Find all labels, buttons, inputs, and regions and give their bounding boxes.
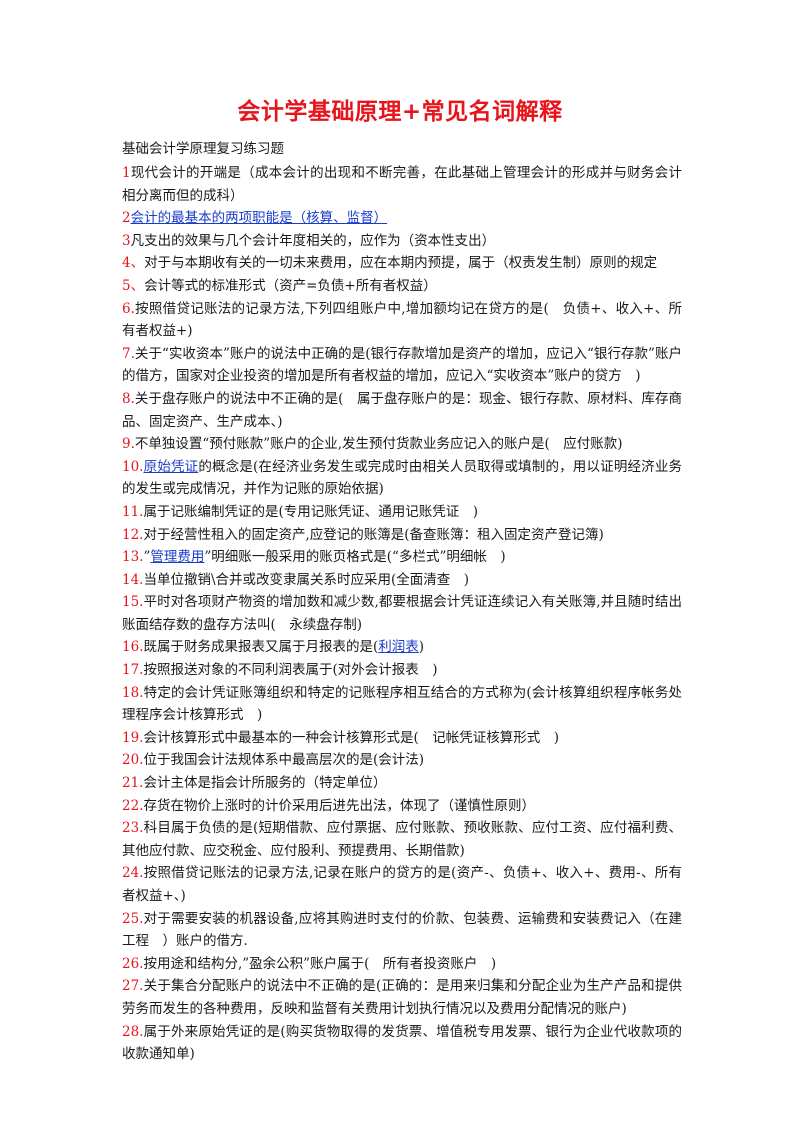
question-text: 会计核算形式中最基本的一种会计核算形式是( 记帐凭证核算形式 ) [143,729,560,746]
question-text: 对于需要安装的机器设备,应将其购进时支付的价款、包装费、运输费和安装费记入（在建… [122,910,682,950]
question-text-continued: 的概念是(在经济业务发生或完成时由相关人员取得或填制的，用以证明经济业务的发生或… [122,458,682,498]
question-number: 9. [122,436,135,453]
question-number: 19. [122,729,144,746]
question-item: 27.关于集合分配账户的说法中不正确的是(正确的：是用来归集和分配企业为生产产品… [122,975,682,1020]
question-item: 3凡支出的效果与几个会计年度相关的，应作为（资本性支出） [122,230,682,253]
question-item: 26.按用途和结构分,”盈余公积”账户属于( 所有者投资账户 ) [122,953,682,976]
question-text: 按照报送对象的不同利润表属于(对外会计报表 ) [143,662,438,679]
question-item: 2会计的最基本的两项职能是（核算、监督） [122,207,682,230]
question-item: 25.对于需要安装的机器设备,应将其购进时支付的价款、包装费、运输费和安装费记入… [122,908,682,953]
question-number: 26. [122,955,144,972]
question-item: 28.属于外来原始凭证的是(购买货物取得的发货票、增值税专用发票、银行为企业代收… [122,1021,682,1066]
question-number: 20. [122,752,144,769]
question-item: 8.关于盘存账户的说法中不正确的是( 属于盘存账户的是：现金、银行存款、原材料、… [122,388,682,433]
question-number: 10. [122,458,144,475]
document-title: 会计学基础原理+常见名词解释 [237,99,563,125]
question-number: 22. [122,797,144,814]
question-number: 23. [122,820,144,837]
question-item: 23.科目属于负债的是(短期借款、应付票据、应付账款、预收账款、应付工资、应付福… [122,817,682,862]
question-text: 现代会计的开端是（成本会计的出现和不断完善，在此基础上管理会计的形成并与财务会计… [122,165,682,204]
question-number: 27. [122,978,144,995]
term-link[interactable]: 利润表 [378,639,419,656]
question-text: 按照借贷记账法的记录方法,下列四组账户中,增加额均记在贷方的是( 负债+、收入+… [122,300,682,340]
question-number: 4、 [122,255,145,272]
question-text: 凡支出的效果与几个会计年度相关的，应作为（资本性支出） [130,232,496,249]
question-number: 15. [122,594,144,611]
question-number: 16. [122,639,144,656]
question-number: 8. [122,390,135,407]
question-text: 科目属于负债的是(短期借款、应付票据、应付账款、预收账款、应付工资、应付福利费、… [122,820,683,859]
question-text: 会计等式的标准形式（资产=负债+所有者权益） [144,277,437,294]
question-number: 21. [122,775,144,792]
question-item: 15.平时对各项财产物资的增加数和减少数,都要根据会计凭证连续记入有关账簿,并且… [122,591,682,636]
question-text: 位于我国会计法规体系中最高层次的是(会计法) [143,752,425,769]
question-text: 对于经营性租入的固定资产,应登记的账簿是(备查账簿：租入固定资产登记簿) [143,526,604,543]
question-text: 关于盘存账户的说法中不正确的是( 属于盘存账户的是：现金、银行存款、原材料、库存… [122,390,682,430]
question-item: 22.存货在物价上涨时的计价采用后进先出法，体现了（谨慎性原则） [122,795,682,818]
question-item: 5、会计等式的标准形式（资产=负债+所有者权益） [122,275,682,298]
question-number: 6. [122,300,135,317]
question-item: 10.原始凭证的概念是(在经济业务发生或完成时由相关人员取得或填制的，用以证明经… [122,456,682,501]
question-number: 18. [122,684,144,701]
question-text-continued: ) [418,639,425,656]
question-item: 6.按照借贷记账法的记录方法,下列四组账户中,增加额均记在贷方的是( 负债+、收… [122,298,682,343]
question-number: 5、 [122,277,145,294]
question-text-continued: ”明细账一般采用的账页格式是(“多栏式”明细帐 ) [204,549,506,566]
question-item: 21.会计主体是指会计所服务的（特定单位） [122,772,682,795]
question-item: 24.按照借贷记账法的记录方法,记录在账户的贷方的是(资产-、负债+、收入+、费… [122,862,682,907]
term-link[interactable]: 管理费用 [150,549,205,566]
question-number: 12. [122,526,144,543]
question-text: 既属于财务成果报表又属于月报表的是( [143,639,379,656]
question-number: 13. [122,549,144,566]
term-link[interactable]: 原始凭证 [143,458,199,475]
question-text: 属于记账编制凭证的是(专用记账凭证、通用记账凭证 ) [143,503,479,520]
question-number: 3 [122,232,131,249]
question-item: 13.”管理费用”明细账一般采用的账页格式是(“多栏式”明细帐 ) [122,546,682,569]
question-text: 按用途和结构分,”盈余公积”账户属于( 所有者投资账户 ) [143,955,497,972]
question-number: 11. [122,503,144,520]
question-item: 4、对于与本期收有关的一切未来费用，应在本期内预提，属于（权责发生制）原则的规定 [122,252,682,275]
question-text: 关于集合分配账户的说法中不正确的是(正确的：是用来归集和分配企业为生产产品和提供… [122,978,682,1017]
term-link[interactable]: 会计的最基本的两项职能是（核算、监督） [130,210,388,227]
question-item: 14.当单位撤销\合并或改变隶属关系时应采用(全面清查 ) [122,569,682,592]
question-text: ” [143,549,151,566]
question-number: 14. [122,571,144,588]
question-list: 1现代会计的开端是（成本会计的出现和不断完善，在此基础上管理会计的形成并与财务会… [122,162,682,1066]
question-item: 16.既属于财务成果报表又属于月报表的是(利润表) [122,636,682,659]
question-number: 28. [122,1023,144,1040]
document-subtitle: 基础会计学原理复习练习题 [122,141,284,157]
question-item: 18.特定的会计凭证账簿组织和特定的记账程序相互结合的方式称为(会计核算组织程序… [122,682,682,727]
question-text: 平时对各项财产物资的增加数和减少数,都要根据会计凭证连续记入有关账簿,并且随时结… [122,594,682,633]
question-text: 对于与本期收有关的一切未来费用，应在本期内预提，属于（权责发生制）原则的规定 [144,255,658,272]
question-text: 会计主体是指会计所服务的（特定单位） [143,775,387,792]
question-item: 19.会计核算形式中最基本的一种会计核算形式是( 记帐凭证核算形式 ) [122,727,682,750]
question-item: 12.对于经营性租入的固定资产,应登记的账簿是(备查账簿：租入固定资产登记簿) [122,524,682,547]
question-item: 17.按照报送对象的不同利润表属于(对外会计报表 ) [122,659,682,682]
question-text: 按照借贷记账法的记录方法,记录在账户的贷方的是(资产-、负债+、收入+、费用-、… [122,865,682,904]
question-number: 25. [122,910,144,927]
question-number: 7. [122,345,135,362]
question-number: 17. [122,662,144,679]
question-item: 9.不单独设置“预付账款”账户的企业,发生预付货款业务应记入的账户是( 应付账款… [122,433,682,456]
question-text: 属于外来原始凭证的是(购买货物取得的发货票、增值税专用发票、银行为企业代收款项的… [122,1023,682,1063]
question-item: 11.属于记账编制凭证的是(专用记账凭证、通用记账凭证 ) [122,501,682,524]
question-text: 不单独设置“预付账款”账户的企业,发生预付货款业务应记入的账户是( 应付账款) [134,436,623,453]
question-number: 1 [122,165,131,181]
question-item: 1现代会计的开端是（成本会计的出现和不断完善，在此基础上管理会计的形成并与财务会… [122,162,682,207]
question-item: 7.关于“实收资本”账户的说法中正确的是(银行存款增加是资产的增加，应记入“银行… [122,343,682,388]
question-text: 存货在物价上涨时的计价采用后进先出法，体现了（谨慎性原则） [143,797,535,814]
question-text: 关于“实收资本”账户的说法中正确的是(银行存款增加是资产的增加，应记入“银行存款… [122,345,682,385]
question-number: 24. [122,865,144,882]
question-item: 20.位于我国会计法规体系中最高层次的是(会计法) [122,749,682,772]
question-number: 2 [122,210,131,227]
question-text: 当单位撤销\合并或改变隶属关系时应采用(全面清查 ) [143,571,470,588]
question-text: 特定的会计凭证账簿组织和特定的记账程序相互结合的方式称为(会计核算组织程序帐务处… [122,684,683,724]
